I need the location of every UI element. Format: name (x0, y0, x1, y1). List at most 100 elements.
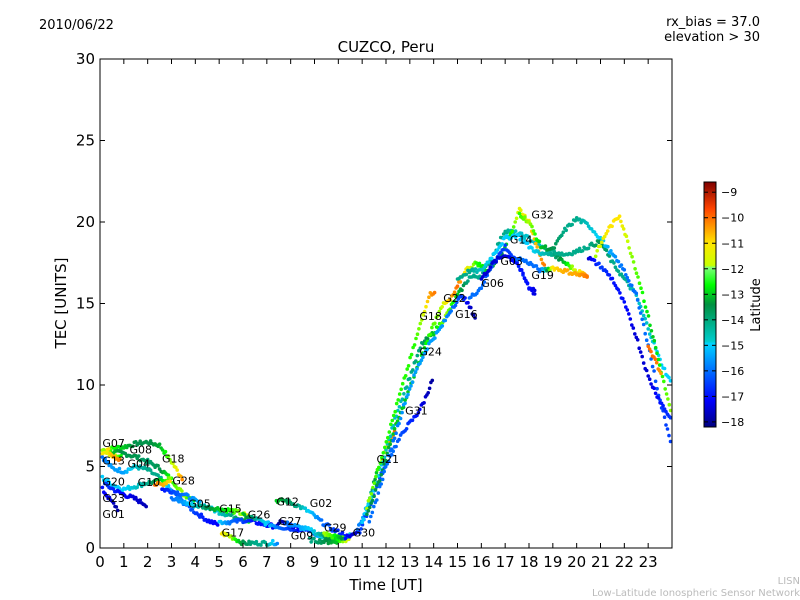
track-point (397, 437, 401, 442)
track-point (389, 422, 393, 427)
track-point (425, 337, 430, 341)
track-point (415, 353, 420, 358)
track-point (107, 480, 111, 485)
track-point (645, 309, 649, 314)
track-point (411, 368, 415, 372)
track-point (396, 398, 401, 402)
track-point (516, 263, 521, 268)
satellite-label: G15 (219, 503, 242, 516)
track-point (654, 360, 659, 365)
track-point (383, 445, 387, 450)
track-point (186, 493, 190, 497)
track-point (394, 401, 399, 406)
x-tick-label: 8 (286, 553, 296, 571)
track-point (403, 398, 407, 403)
track-point (418, 321, 423, 326)
track-point (174, 465, 178, 470)
track-point (651, 335, 655, 339)
track-point (660, 374, 665, 379)
satellite-label: G05 (188, 497, 211, 510)
x-tick-label: 11 (353, 553, 372, 571)
colorbar-tick-label: −10 (721, 212, 744, 225)
satellite-tracks (100, 206, 673, 547)
track-point (201, 515, 205, 519)
track-point (316, 541, 321, 545)
track-point (421, 313, 426, 317)
track-point (437, 309, 442, 314)
track-point (377, 484, 382, 489)
track-point (542, 263, 547, 267)
track-point (440, 305, 445, 309)
track-point (458, 280, 463, 284)
track-point (263, 540, 268, 545)
track-point (418, 407, 422, 412)
track-point (387, 430, 392, 434)
track-point (616, 288, 621, 292)
track-point (404, 427, 409, 431)
x-tick-label: 19 (543, 553, 562, 571)
satellite-label: G03 (500, 255, 523, 268)
track-g32 (517, 211, 673, 444)
satellite-label: G27 (279, 515, 302, 528)
satellite-label: G23 (102, 492, 125, 505)
track-point (114, 505, 119, 509)
satellite-label: G24 (419, 346, 442, 359)
track-point (370, 510, 375, 515)
track-point (425, 299, 430, 304)
track-point (473, 316, 477, 320)
track-point (414, 336, 418, 341)
track-point (530, 224, 534, 229)
track-point (367, 519, 372, 524)
track-point (655, 386, 659, 391)
x-tick-label: 22 (615, 553, 634, 571)
track-point (637, 301, 641, 306)
track-point (464, 272, 469, 277)
track-point (537, 239, 542, 244)
track-point (378, 461, 383, 465)
track-point (111, 501, 116, 505)
track-point (668, 379, 673, 383)
track-point (381, 451, 386, 455)
track-point (507, 255, 512, 260)
track-point (535, 245, 539, 249)
track-point (340, 530, 345, 535)
track-point (635, 298, 640, 302)
track-point (391, 424, 396, 428)
track-point (655, 351, 659, 356)
track-point (157, 442, 162, 447)
track-point (530, 288, 534, 293)
track-point (604, 231, 608, 236)
track-point (621, 227, 626, 231)
track-point (466, 300, 470, 305)
track-point (422, 401, 426, 405)
track-point (531, 229, 536, 233)
track-g19 (515, 256, 589, 279)
track-point (652, 369, 656, 373)
track-point (189, 498, 193, 503)
track-g22 (365, 206, 547, 517)
track-point (466, 279, 470, 283)
x-tick-label: 21 (591, 553, 610, 571)
track-point (627, 279, 631, 283)
track-point (380, 477, 385, 482)
track-point (452, 290, 457, 295)
track-point (397, 405, 402, 409)
track-point (297, 504, 302, 508)
track-point (643, 305, 648, 309)
track-point (396, 408, 400, 413)
track-point (106, 460, 110, 465)
track-point (415, 367, 419, 371)
track-point (613, 283, 618, 288)
track-point (640, 354, 644, 359)
track-point (565, 268, 570, 272)
x-tick-label: 23 (639, 553, 658, 571)
track-point (522, 276, 527, 280)
track-point (622, 300, 627, 304)
x-tick-label: 18 (519, 553, 538, 571)
track-g01 (103, 481, 148, 509)
track-point (415, 332, 420, 337)
track-g03 (479, 254, 537, 296)
track-point (373, 488, 378, 492)
track-point (206, 504, 211, 509)
track-point (400, 397, 405, 402)
